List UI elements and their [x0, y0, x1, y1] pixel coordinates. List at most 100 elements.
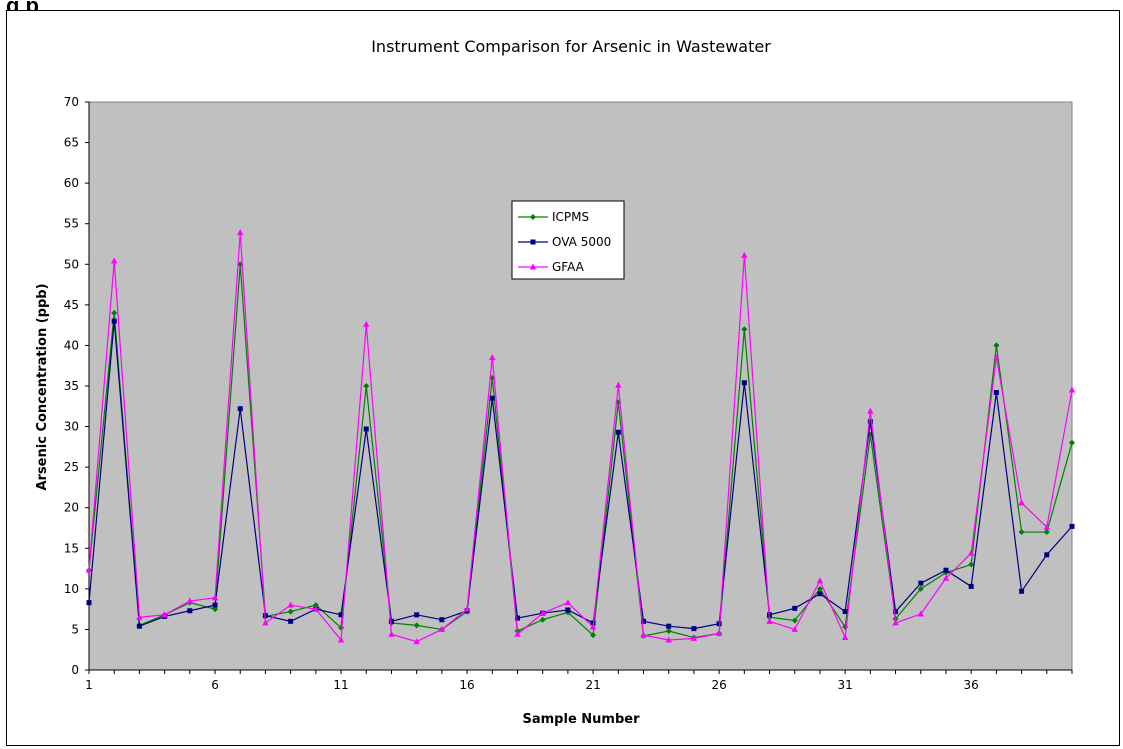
y-tick-label: 20 — [64, 501, 79, 515]
data-point-ova-5000 — [615, 429, 621, 435]
data-point-ova-5000 — [918, 580, 924, 586]
y-tick-label: 30 — [64, 420, 79, 434]
data-point-ova-5000 — [514, 615, 520, 621]
data-point-icpms — [791, 617, 798, 624]
data-point-ova-5000 — [817, 591, 823, 597]
y-tick-label: 10 — [64, 582, 79, 596]
legend-label-gfaa: GFAA — [552, 260, 585, 274]
y-tick-label: 35 — [64, 379, 79, 393]
data-point-ova-5000 — [867, 419, 873, 425]
x-axis-label: Sample Number — [523, 712, 641, 727]
x-tick-label: 6 — [211, 678, 219, 692]
data-point-ova-5000 — [741, 380, 747, 386]
data-point-gfaa — [1068, 386, 1076, 393]
data-point-gfaa — [514, 630, 521, 637]
data-point-icpms — [993, 342, 1000, 349]
data-point-ova-5000 — [111, 318, 117, 324]
data-point-ova-5000 — [691, 626, 697, 632]
data-point-ova-5000 — [338, 612, 344, 618]
plot-area — [88, 101, 1073, 671]
data-point-icpms — [312, 602, 319, 609]
data-point-gfaa — [867, 407, 874, 414]
data-point-icpms — [968, 561, 975, 568]
y-tick-label: 0 — [71, 663, 79, 677]
data-point-ova-5000 — [439, 617, 445, 623]
data-point-icpms — [590, 632, 597, 639]
data-point-gfaa — [892, 619, 899, 626]
data-point-gfaa — [715, 629, 723, 636]
data-point-gfaa — [615, 381, 622, 388]
data-point-icpms — [413, 622, 420, 629]
data-point-icpms — [287, 608, 294, 615]
x-tick-label: 26 — [711, 678, 726, 692]
data-point-gfaa — [665, 636, 672, 643]
legend-marker-gfaa — [529, 263, 537, 270]
y-axis-label: Arsenic Concentration (ppb) — [35, 283, 50, 490]
data-point-icpms — [816, 585, 823, 592]
data-point-ova-5000 — [565, 607, 571, 613]
data-point-gfaa — [413, 638, 420, 645]
data-point-ova-5000 — [136, 623, 142, 629]
y-tick-label: 40 — [64, 338, 79, 352]
data-point-gfaa — [564, 599, 572, 606]
data-point-gfaa — [337, 636, 345, 643]
data-point-gfaa — [640, 631, 647, 638]
data-point-gfaa — [186, 597, 194, 604]
data-point-gfaa — [211, 594, 219, 601]
data-point-gfaa — [816, 577, 824, 584]
data-point-gfaa — [388, 630, 395, 637]
data-point-ova-5000 — [1044, 552, 1050, 558]
series-line-icpms — [88, 264, 1073, 639]
y-tick-label: 70 — [64, 95, 79, 109]
data-point-gfaa — [237, 229, 244, 236]
y-tick-label: 5 — [71, 622, 79, 636]
data-point-gfaa — [136, 613, 143, 620]
y-tick-label: 15 — [64, 541, 79, 555]
data-point-ova-5000 — [893, 609, 899, 615]
data-point-ova-5000 — [993, 389, 999, 395]
x-tick-label: 1 — [85, 678, 93, 692]
data-point-gfaa — [690, 634, 698, 641]
data-point-icpms — [1069, 439, 1075, 446]
data-point-ova-5000 — [842, 609, 848, 615]
data-point-gfaa — [917, 610, 924, 617]
data-point-ova-5000 — [943, 567, 949, 573]
data-point-icpms — [111, 309, 118, 316]
data-point-gfaa — [791, 625, 798, 632]
data-point-ova-5000 — [212, 602, 218, 608]
data-point-gfaa — [993, 354, 1000, 361]
legend-marker-icpms — [530, 214, 536, 220]
x-tick-label: 11 — [333, 678, 348, 692]
data-point-gfaa — [287, 601, 294, 608]
data-point-ova-5000 — [968, 583, 974, 589]
data-point-gfaa — [363, 320, 370, 327]
data-point-ova-5000 — [414, 612, 420, 618]
data-point-icpms — [665, 628, 672, 635]
data-point-gfaa — [766, 617, 773, 624]
y-tick-label: 55 — [64, 217, 79, 231]
legend-marker-ova-5000 — [530, 239, 536, 245]
y-tick-label: 50 — [64, 257, 79, 271]
y-tick-label: 25 — [64, 460, 79, 474]
data-point-ova-5000 — [1069, 523, 1075, 529]
data-point-ova-5000 — [1019, 588, 1025, 594]
data-point-icpms — [741, 326, 748, 333]
y-tick-label: 65 — [64, 136, 79, 150]
data-point-icpms — [1018, 529, 1025, 536]
y-tick-label: 60 — [64, 176, 79, 190]
series-line-ova-5000 — [88, 321, 1073, 630]
data-point-ova-5000 — [489, 395, 495, 401]
data-point-icpms — [363, 383, 370, 389]
data-point-ova-5000 — [187, 608, 193, 614]
data-point-gfaa — [942, 574, 950, 581]
data-point-gfaa — [438, 625, 446, 632]
data-point-ova-5000 — [641, 618, 647, 624]
data-point-ova-5000 — [666, 623, 672, 629]
data-point-gfaa — [1018, 499, 1025, 506]
data-point-gfaa — [463, 605, 471, 612]
data-point-icpms — [539, 616, 546, 623]
data-point-gfaa — [312, 605, 320, 612]
legend-label-icpms: ICPMS — [552, 210, 589, 224]
